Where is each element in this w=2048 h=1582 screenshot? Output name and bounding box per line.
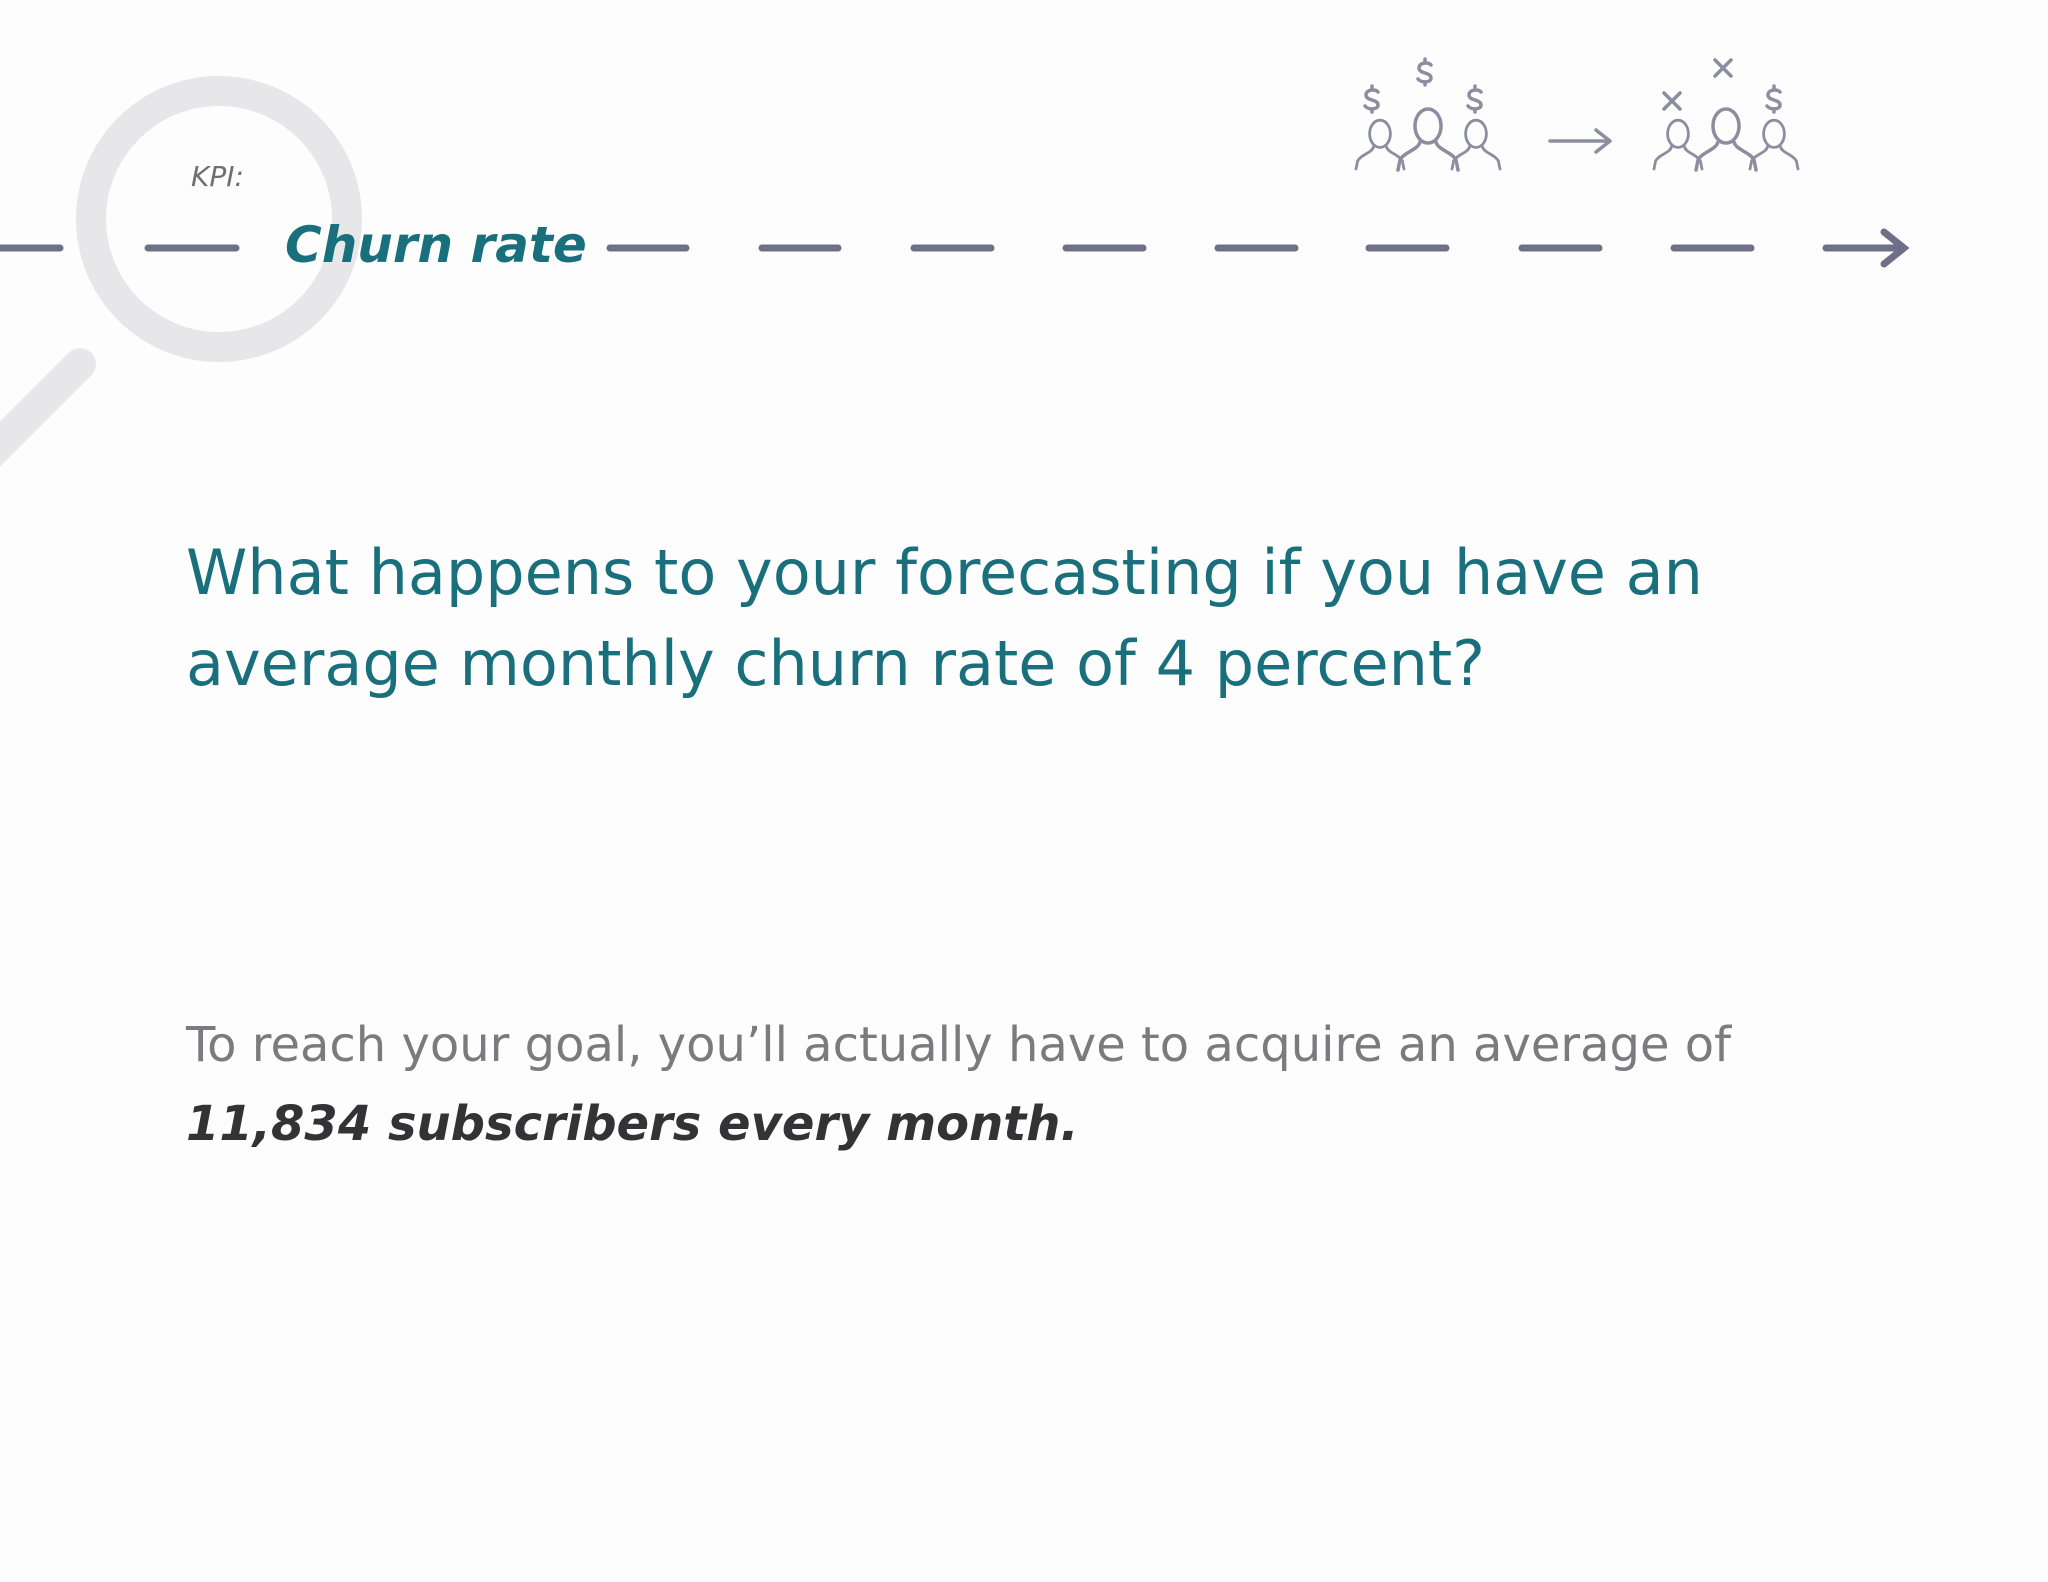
kpi-title: Churn rate [285, 216, 587, 274]
magnifier-icon [0, 76, 362, 467]
answer-emphasis: 11,834 subscribers every month. [186, 1096, 1079, 1152]
dashed-timeline [0, 228, 1910, 268]
answer-text: To reach your goal, you’ll actually have… [185, 1017, 1732, 1073]
question-line: average monthly churn rate of 4 percent? [186, 627, 1485, 700]
question-line: What happens to your forecasting if you … [186, 536, 1703, 609]
kpi-label: KPI: [191, 160, 244, 193]
transition-arrow [1548, 128, 1612, 154]
